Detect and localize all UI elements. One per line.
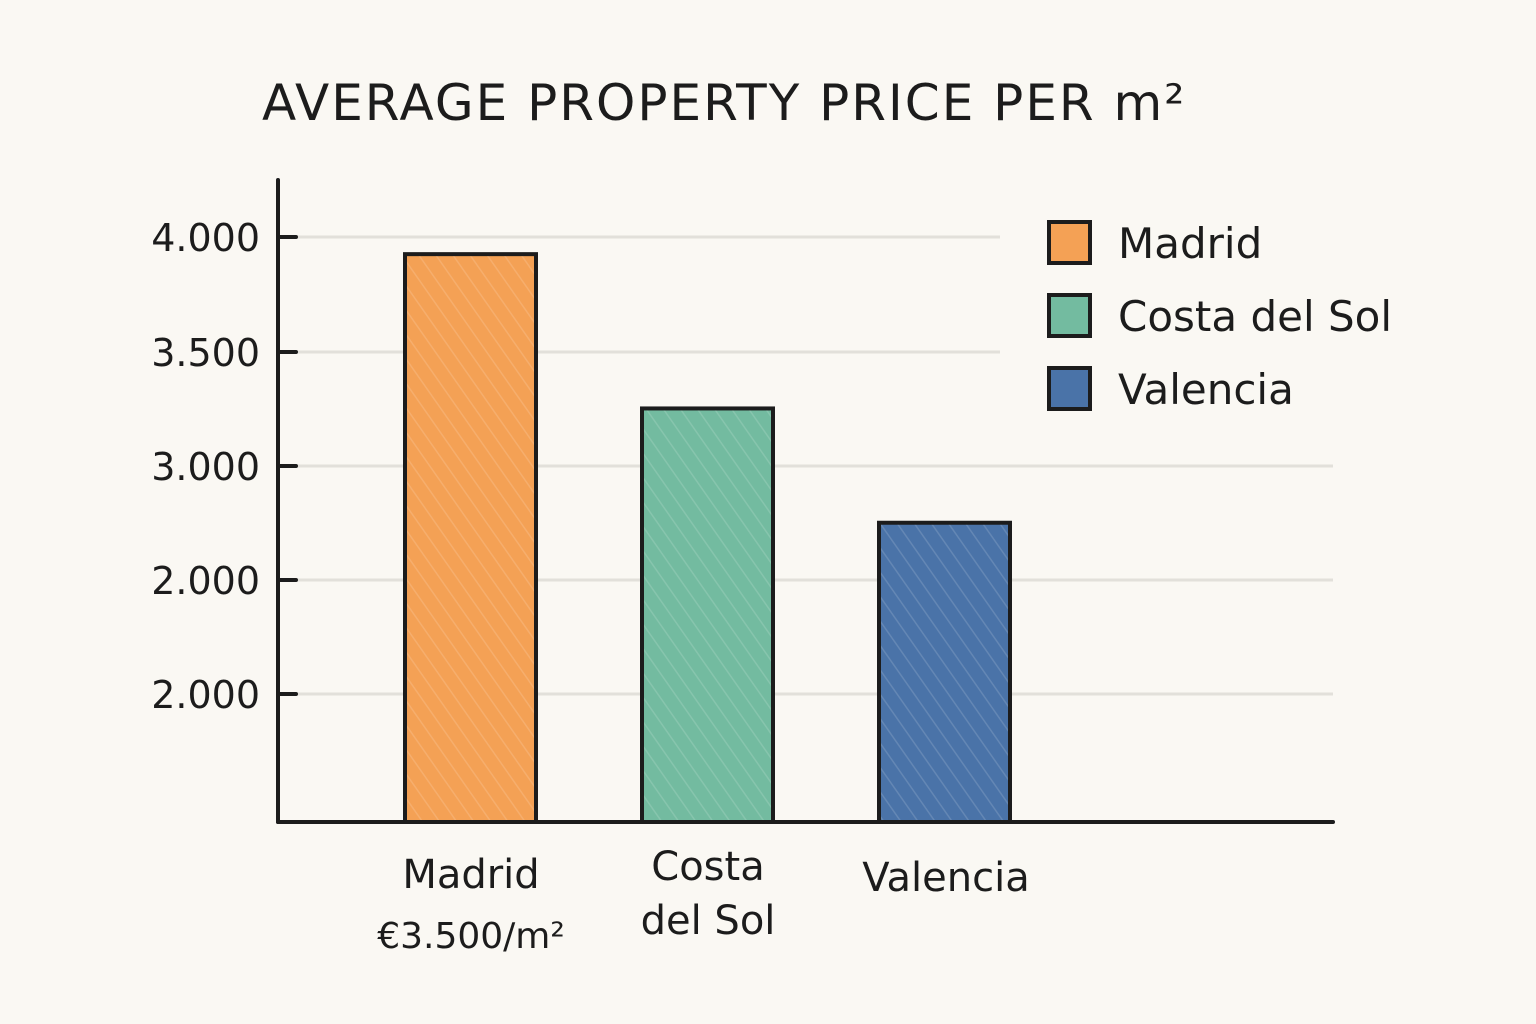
bar-texture xyxy=(881,524,1008,820)
y-tick-label: 4.000 xyxy=(151,216,260,260)
bar-texture xyxy=(407,256,534,820)
legend-label: Costa del Sol xyxy=(1118,292,1392,341)
legend-swatch xyxy=(1047,220,1092,265)
y-tick-label: 3.500 xyxy=(151,331,260,375)
legend-label: Valencia xyxy=(1118,365,1294,414)
x-category-label: €3.500/m² xyxy=(377,916,565,957)
x-category-label: Valencia xyxy=(862,855,1029,901)
legend-label: Madrid xyxy=(1118,219,1262,268)
y-tick-label: 2.000 xyxy=(151,559,260,603)
bar-texture xyxy=(644,410,771,820)
x-category-label: Costa xyxy=(651,844,764,890)
legend-swatch xyxy=(1047,293,1092,338)
legend-swatch xyxy=(1047,366,1092,411)
y-tick-label: 2.000 xyxy=(151,673,260,717)
chart-title: AVERAGE PROPERTY PRICE PER m² xyxy=(262,74,1186,132)
x-category-label: del Sol xyxy=(641,898,776,944)
y-tick-label: 3.000 xyxy=(151,445,260,489)
x-category-label: Madrid xyxy=(402,852,539,898)
